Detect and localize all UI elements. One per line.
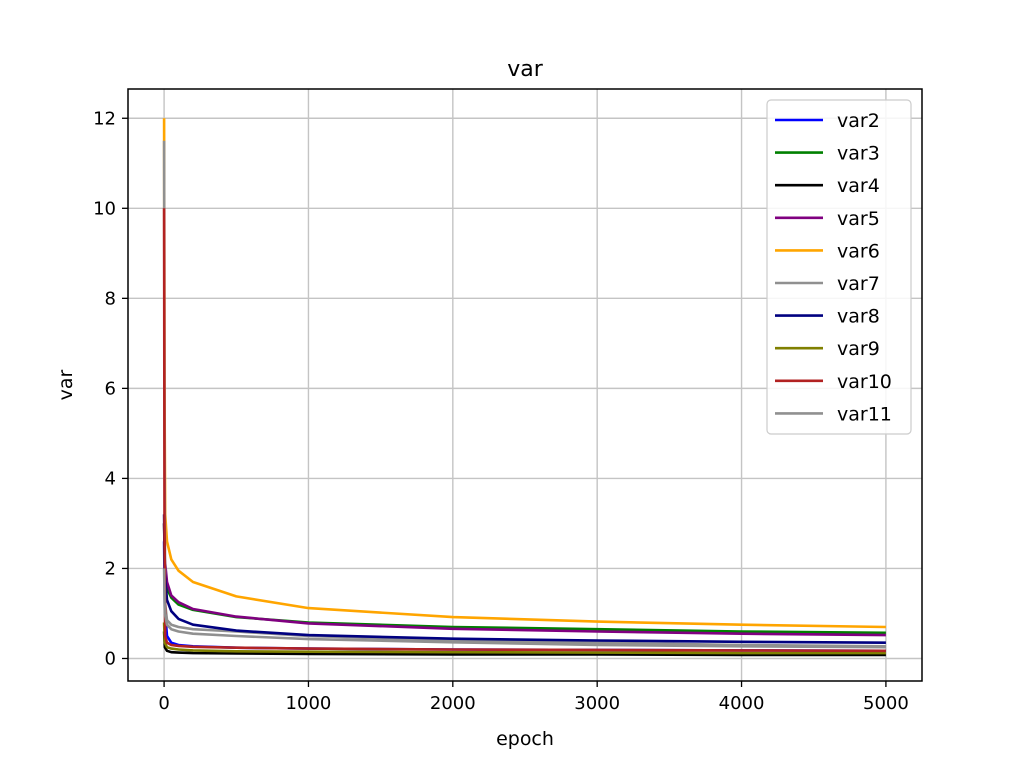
legend: var2 var3 var4 var5 var6 var7 var8 var9 var10 var… [766,99,912,435]
legend-label-var6: var6 [837,240,880,262]
legend-label-var7: var7 [837,273,880,295]
plot-frame [127,88,923,682]
y-tick-label: 0 [105,648,116,669]
series-line-var5 [162,523,886,637]
axis-ticks: 0 1000 2000 3000 4000 5000 0 2 4 6 8 10 12 [93,108,909,714]
x-tick-label: 1000 [286,693,332,714]
legend-label-var2: var2 [837,110,880,132]
y-tick-label: 4 [105,468,116,489]
y-tick-label: 8 [105,288,116,309]
y-tick-label: 6 [105,378,116,399]
legend-box [766,99,912,435]
y-axis-label: var [55,369,77,400]
x-tick-label: 5000 [863,693,909,714]
x-tick-label: 3000 [574,693,620,714]
series-line-var9 [162,622,886,655]
series-line-var11 [162,568,886,649]
y-tick-label: 2 [105,558,116,579]
legend-label-var11: var11 [837,403,892,425]
series-line-var4 [162,631,886,657]
y-tick-label: 10 [93,198,116,219]
series-line-var10 [162,208,886,653]
legend-label-var10: var10 [837,371,892,393]
x-axis-label: epoch [496,728,554,750]
x-tick-label: 2000 [430,693,476,714]
chart-title: var [507,57,544,82]
x-tick-label: 4000 [719,693,765,714]
legend-label-var9: var9 [837,338,880,360]
legend-label-var4: var4 [837,175,880,197]
legend-label-var8: var8 [837,306,880,328]
series-lines [162,118,886,657]
series-line-var8 [162,514,886,644]
legend-label-var3: var3 [837,143,880,165]
x-tick-label: 0 [158,693,169,714]
y-tick-label: 12 [93,108,116,129]
series-line-var3 [162,523,886,635]
legend-label-var5: var5 [837,208,880,230]
